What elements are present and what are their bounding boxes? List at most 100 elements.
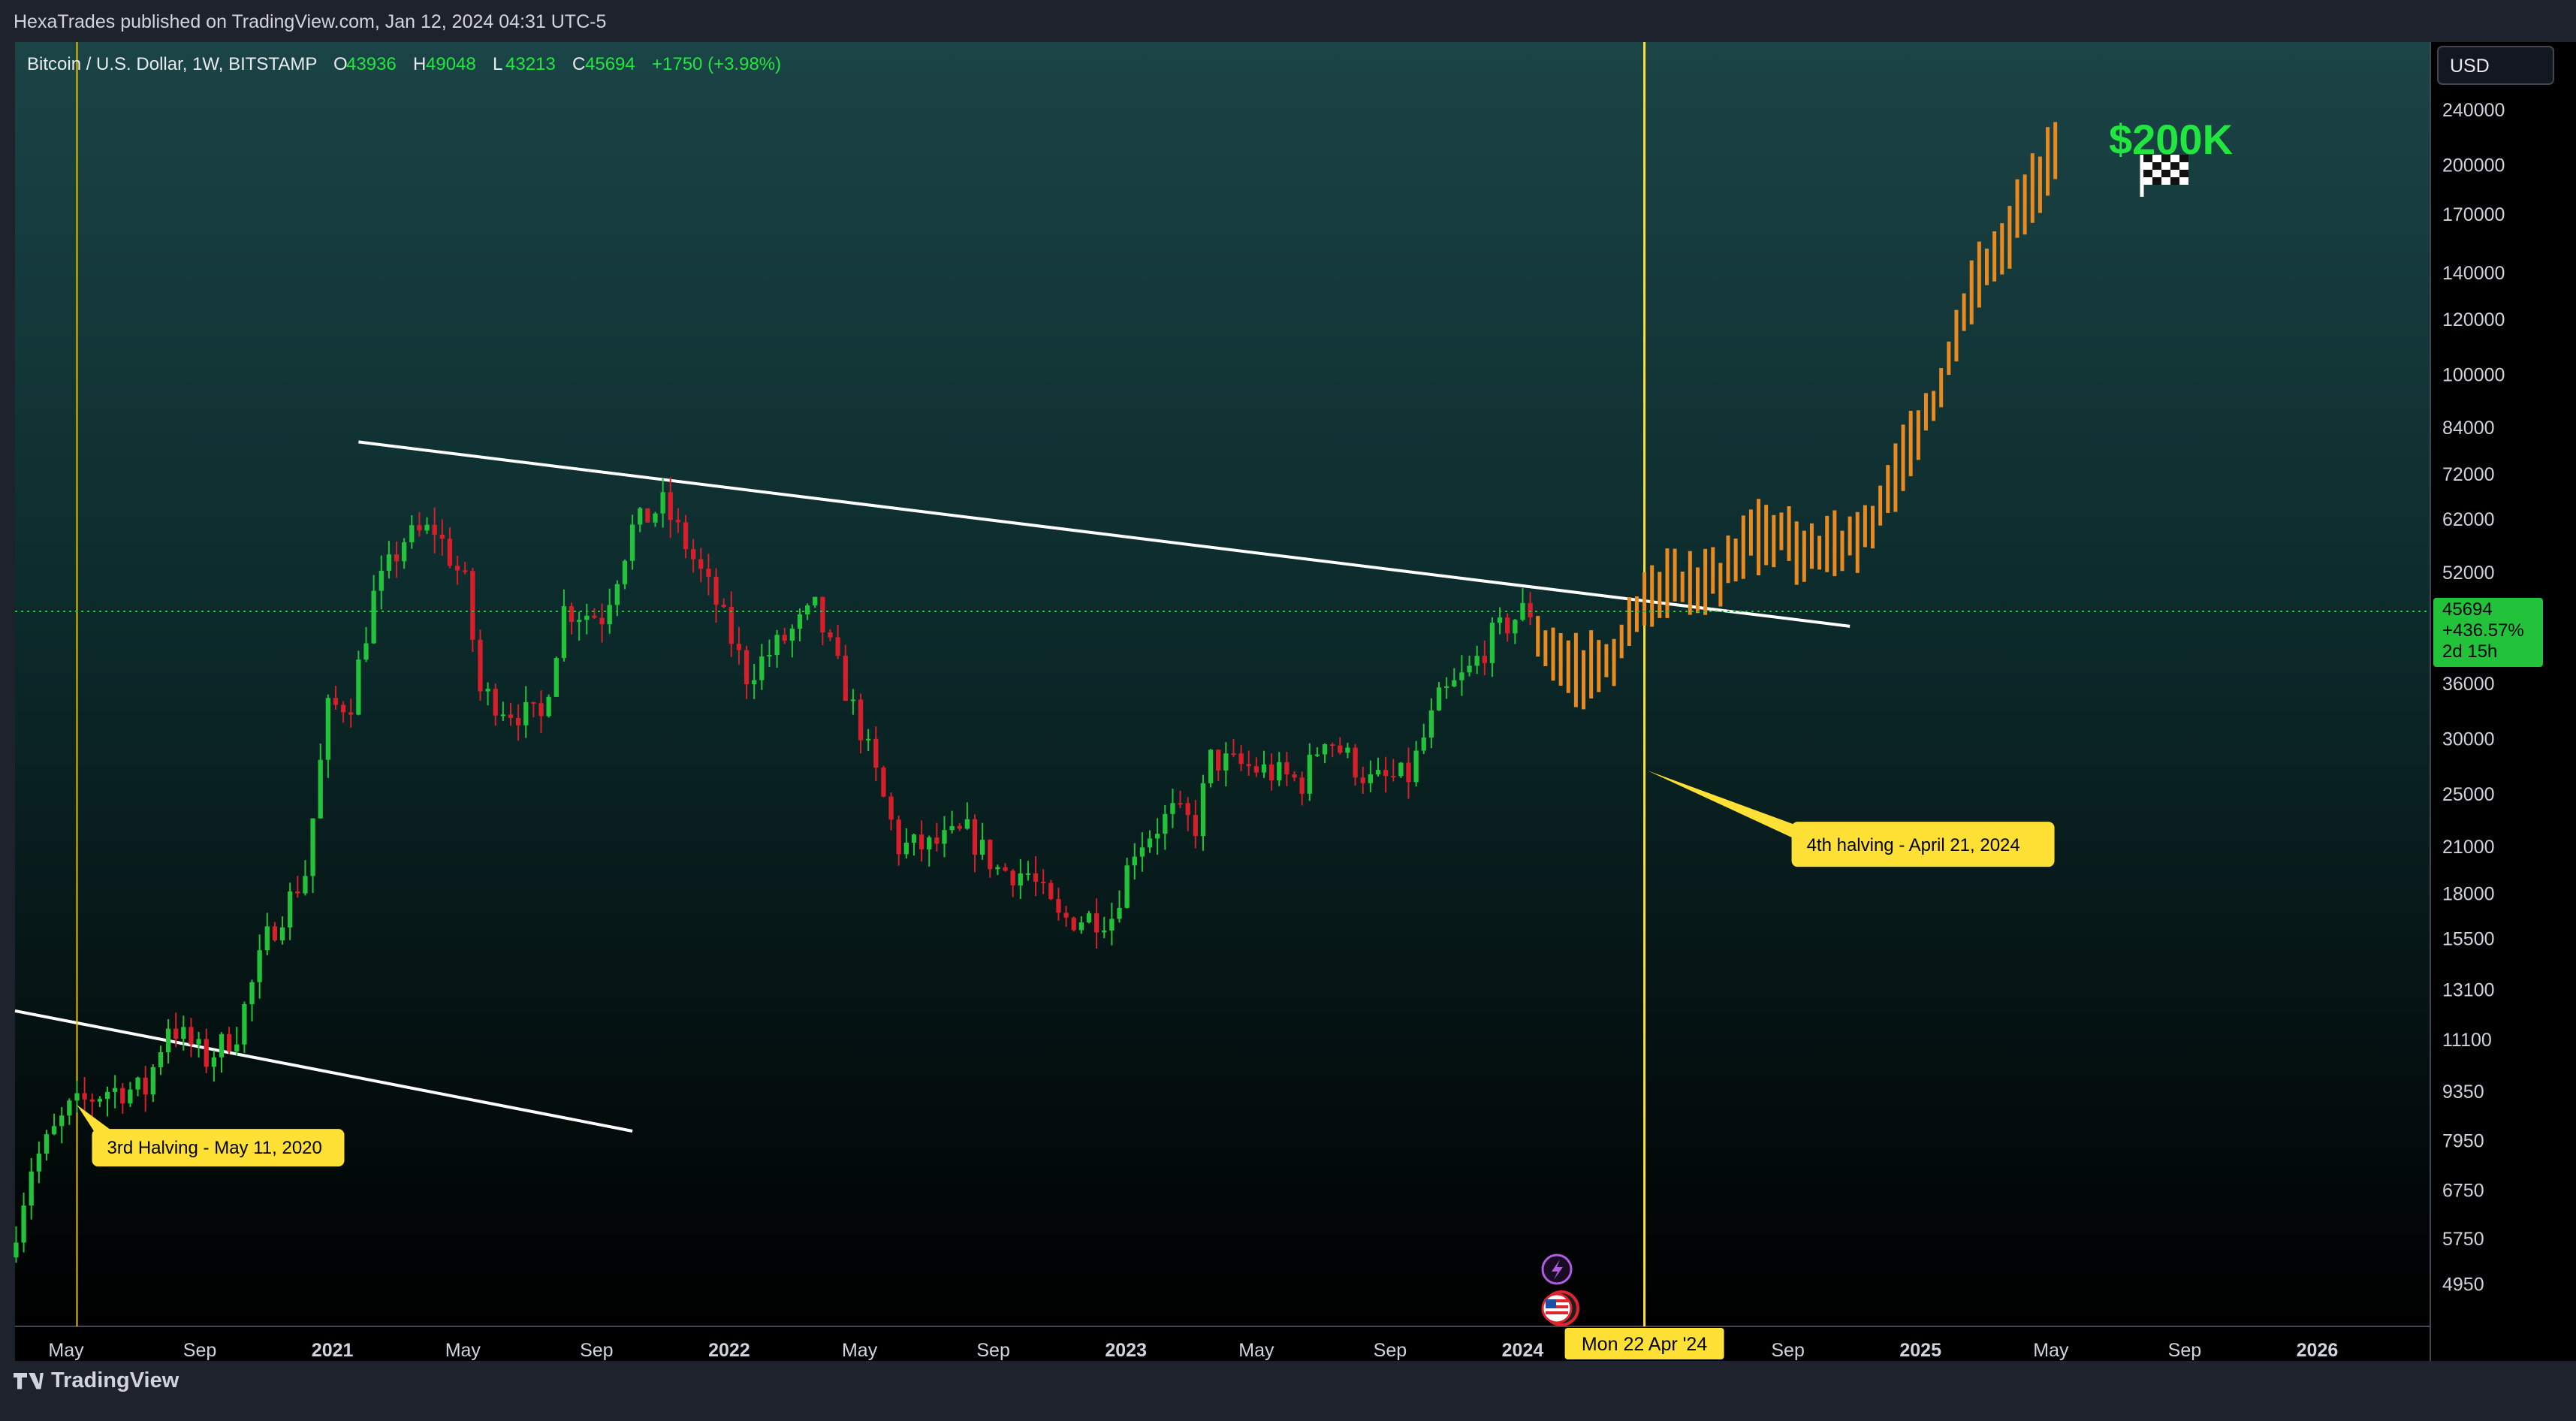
candle-body[interactable] [508, 714, 514, 718]
candle-body[interactable] [295, 891, 300, 894]
candle-body[interactable] [1071, 917, 1076, 931]
candle-body[interactable] [858, 699, 864, 741]
candle-body[interactable] [691, 549, 696, 560]
candle-body[interactable] [554, 658, 559, 697]
candle-body[interactable] [1497, 617, 1503, 623]
candle-body[interactable] [1474, 656, 1480, 666]
candle-body[interactable] [759, 656, 765, 680]
candle-body[interactable] [873, 738, 879, 768]
candle-body[interactable] [1147, 838, 1153, 848]
candle-body[interactable] [1338, 745, 1343, 753]
candle-body[interactable] [1078, 922, 1084, 931]
candle-body[interactable] [417, 525, 422, 531]
candle-body[interactable] [1041, 881, 1046, 883]
candle-body[interactable] [1155, 834, 1160, 839]
candle-body[interactable] [1375, 770, 1381, 775]
candle-body[interactable] [1223, 753, 1229, 771]
candle-body[interactable] [272, 926, 278, 941]
candle-body[interactable] [1505, 617, 1510, 634]
candle-body[interactable] [257, 950, 262, 982]
candle-body[interactable] [1185, 803, 1190, 816]
candle-body[interactable] [835, 637, 840, 656]
candle-body[interactable] [813, 596, 818, 606]
candle-body[interactable] [523, 701, 529, 726]
candle-body[interactable] [843, 656, 848, 701]
candle-body[interactable] [371, 590, 376, 644]
candle-body[interactable] [104, 1091, 110, 1100]
candle-body[interactable] [1444, 686, 1449, 688]
candle-body[interactable] [356, 659, 361, 715]
candle-body[interactable] [196, 1039, 201, 1045]
candle-body[interactable] [1063, 913, 1069, 918]
time-scale[interactable]: May Sep 2021 May Sep 2022 May Sep 2023 May Sep 2024… [48, 1340, 2338, 1361]
candle-body[interactable] [264, 926, 270, 951]
trendline[interactable] [358, 440, 1851, 628]
candle-body[interactable] [713, 577, 719, 605]
candle-body[interactable] [402, 542, 407, 562]
candle-body[interactable] [485, 689, 490, 692]
candle-body[interactable] [1406, 762, 1411, 783]
candle-body[interactable] [1292, 774, 1297, 778]
candle-body[interactable] [143, 1077, 148, 1095]
candle-body[interactable] [683, 522, 689, 550]
candle-body[interactable] [629, 524, 635, 561]
candle-body[interactable] [44, 1134, 50, 1154]
trendline[interactable] [14, 1009, 633, 1133]
candle-body[interactable] [1268, 764, 1274, 780]
candle-body[interactable] [1436, 687, 1442, 710]
candle-body[interactable] [150, 1067, 155, 1095]
candle-body[interactable] [721, 605, 726, 608]
candle-body[interactable] [181, 1027, 186, 1039]
candle-body[interactable] [1231, 753, 1236, 756]
candle-body[interactable] [972, 819, 978, 855]
candle-body[interactable] [804, 605, 810, 615]
candle-body[interactable] [1139, 847, 1145, 857]
halving-4-callout[interactable] [1791, 822, 2055, 867]
candle-body[interactable] [325, 698, 330, 760]
candle-body[interactable] [622, 560, 628, 584]
candle-body[interactable] [903, 842, 909, 855]
candle-body[interactable] [1086, 913, 1092, 923]
candle-body[interactable] [577, 620, 582, 623]
candle-body[interactable] [668, 492, 673, 520]
candle-body[interactable] [348, 712, 354, 715]
candle-body[interactable] [1124, 865, 1130, 908]
candle-body[interactable] [1253, 766, 1259, 773]
candle-body[interactable] [949, 825, 955, 831]
candle-body[interactable] [515, 717, 521, 726]
candle-body[interactable] [645, 508, 650, 523]
candle-body[interactable] [1398, 762, 1404, 777]
candle-body[interactable] [1018, 873, 1023, 885]
candle-body[interactable] [1330, 744, 1335, 746]
candle-body[interactable] [1277, 762, 1282, 780]
candle-body[interactable] [797, 614, 803, 629]
candles[interactable] [14, 477, 1533, 1263]
candle-body[interactable] [850, 699, 856, 701]
candle-body[interactable] [242, 1004, 247, 1045]
lightning-event-icon[interactable] [1541, 1254, 1573, 1285]
candle-body[interactable] [500, 714, 505, 717]
candle-body[interactable] [1193, 815, 1198, 837]
candle-body[interactable] [660, 492, 665, 514]
candle-body[interactable] [1489, 623, 1495, 663]
projection-bars[interactable] [1536, 122, 2058, 710]
candle-body[interactable] [1003, 867, 1008, 871]
candle-body[interactable] [896, 819, 901, 855]
candle-body[interactable] [36, 1154, 41, 1172]
candle-body[interactable] [470, 571, 475, 640]
candle-body[interactable] [698, 559, 704, 569]
candle-body[interactable] [59, 1115, 65, 1127]
candle-body[interactable] [318, 759, 323, 819]
trendlines[interactable] [14, 440, 1851, 1133]
candle-body[interactable] [1117, 907, 1122, 919]
candle-body[interactable] [592, 615, 597, 618]
candle-body[interactable] [432, 524, 437, 535]
candle-body[interactable] [1299, 777, 1305, 794]
candle-body[interactable] [1322, 744, 1328, 755]
candle-body[interactable] [1368, 774, 1373, 783]
candle-body[interactable] [888, 796, 894, 820]
candle-body[interactable] [454, 566, 460, 571]
candle-body[interactable] [1246, 764, 1251, 767]
candle-body[interactable] [1421, 737, 1426, 751]
candle-body[interactable] [204, 1039, 209, 1067]
